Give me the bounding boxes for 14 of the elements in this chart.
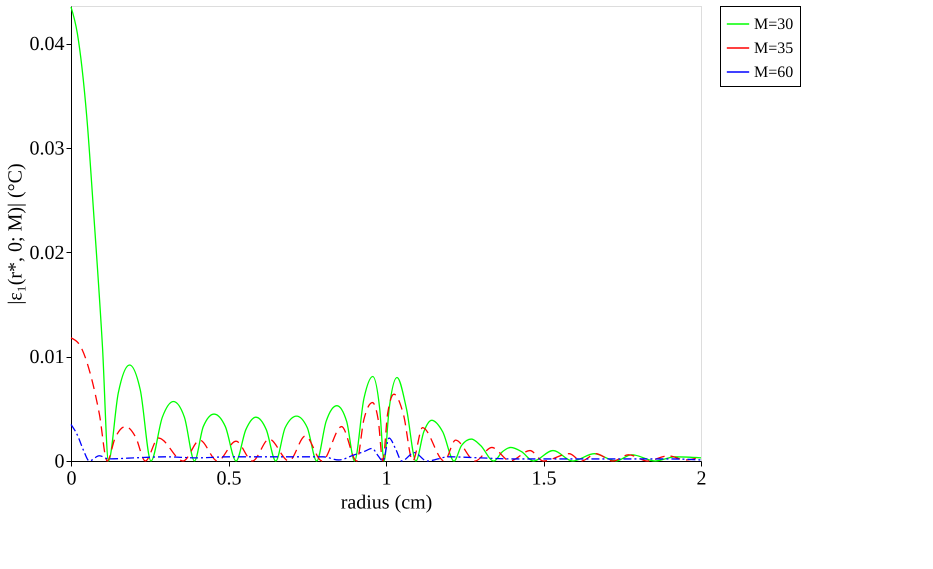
x-tick-label: 0.5	[216, 468, 242, 490]
x-tick-label: 1.5	[532, 468, 556, 490]
y-tick-label: 0.01	[30, 346, 64, 368]
x-tick-label: 2	[696, 468, 706, 490]
legend-label: M=60	[754, 64, 794, 81]
y-tick-label: 0.02	[30, 242, 64, 264]
y-tick-label: 0.04	[30, 33, 64, 56]
x-tick-label: 1	[382, 468, 392, 490]
y-tick-label: 0.03	[30, 137, 64, 160]
legend-label: M=35	[754, 40, 794, 57]
x-axis-title: radius (cm)	[340, 492, 432, 514]
legend-label: M=30	[754, 16, 794, 33]
y-axis-title: |ε₁(r*, 0; M)| (°C)	[4, 163, 26, 305]
y-tick-label: 0	[54, 450, 64, 472]
